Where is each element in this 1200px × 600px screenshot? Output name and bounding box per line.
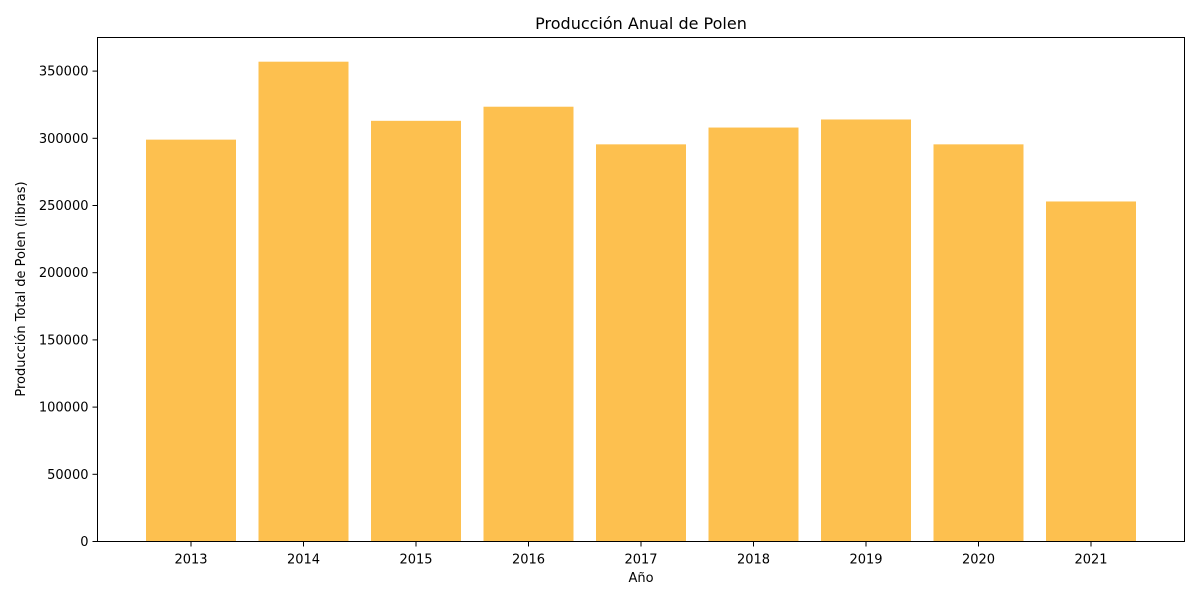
y-tick-label: 100000 <box>39 401 89 416</box>
bar-2016 <box>483 106 574 542</box>
y-tick-label: 300000 <box>39 132 89 147</box>
y-tick-label: 0 <box>80 535 88 550</box>
chart-title: Producción Anual de Polen <box>535 14 747 33</box>
bar-2018 <box>708 127 799 542</box>
x-tick-label: 2019 <box>849 553 882 568</box>
y-tick-label: 50000 <box>47 468 88 483</box>
bar-2021 <box>1046 201 1136 542</box>
x-tick-label: 2013 <box>174 553 207 568</box>
x-tick-label: 2018 <box>737 553 770 568</box>
x-axis-ticks: 2013 2014 2015 2016 2017 2018 2019 2020 2021 <box>174 541 1108 568</box>
bar-2014 <box>258 61 349 542</box>
bar-2019 <box>821 119 911 542</box>
x-tick-label: 2017 <box>624 553 657 568</box>
bar-2015 <box>371 120 461 542</box>
y-tick-label: 250000 <box>39 199 89 214</box>
bar-2017 <box>596 144 686 542</box>
x-tick-label: 2015 <box>399 553 432 568</box>
y-tick-label: 200000 <box>39 266 89 281</box>
y-tick-label: 350000 <box>39 65 89 80</box>
x-tick-label: 2021 <box>1074 553 1107 568</box>
bars-group <box>146 61 1136 542</box>
x-axis-label: Año <box>628 571 653 586</box>
x-tick-label: 2016 <box>512 553 545 568</box>
y-tick-label: 150000 <box>39 333 89 348</box>
x-tick-label: 2014 <box>287 553 320 568</box>
plot-frame <box>97 37 1185 542</box>
y-axis-ticks: 0 50000 100000 150000 200000 250000 300000 3500… <box>39 65 98 550</box>
bar-2013 <box>146 139 236 542</box>
x-tick-label: 2020 <box>962 553 995 568</box>
y-axis-label: Producción Total de Polen (libras) <box>14 181 29 396</box>
bar-2020 <box>933 144 1024 542</box>
